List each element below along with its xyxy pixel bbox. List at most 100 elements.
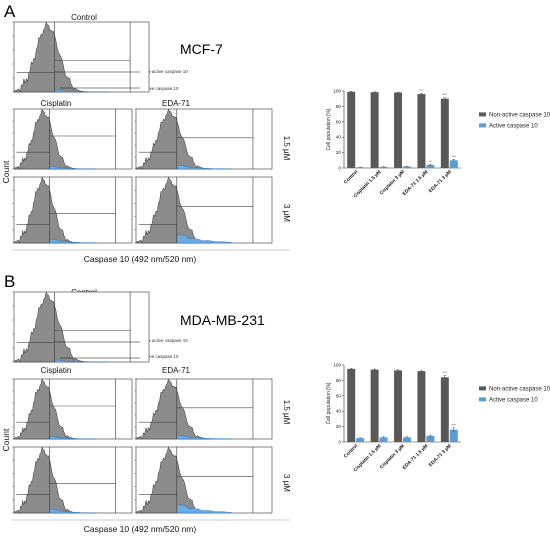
annotation-nonactive: Non-active caspase 10 [142,69,188,74]
y-tick-label: 80 [336,378,342,383]
y-axis-title: Cell population [%] [326,108,332,150]
bar [394,370,402,442]
legend-swatch [479,397,486,402]
cisplatin-label: Cisplatin [41,99,72,108]
bar [449,160,458,168]
active-curve [176,504,232,514]
cell-line-title: MDA-MB-231 [180,312,265,328]
bar [440,98,449,168]
category-label: EDA-71 3 μM [428,169,453,194]
bar-chart: 0 20 40 60 80 100 Cell population [%] Control Ci… [326,89,550,200]
active-curve [49,508,97,514]
bar [356,438,365,442]
active-curve [49,436,97,440]
panel-letter: A [4,2,16,21]
histogram-plot [134,108,273,170]
cell-line-title: MCF-7 [180,41,223,57]
category-label: Cisplatin 3 μM [379,169,406,196]
histogram-plot [12,378,133,440]
category-label: EDA-71 3 μM [428,443,453,468]
significance-label: ** [429,160,432,164]
bar [356,167,365,168]
active-curve [49,238,97,244]
bar [440,377,449,442]
active-curve [176,435,232,440]
bar [347,368,356,442]
histogram-plot [134,176,273,244]
histogram-curve [13,378,80,440]
y-tick-label: 80 [336,104,342,109]
y-tick-label: 100 [333,363,341,368]
bar [403,166,411,168]
bar [449,429,458,442]
bar [379,166,388,168]
significance-label: *** [443,93,448,97]
y-tick-label: 40 [336,409,342,414]
annotation-nonactive: Non-active caspase 10 [142,338,188,343]
histogram-curve [13,291,89,363]
significance-label: *** [443,371,448,375]
histogram-curve [13,21,89,93]
significance-label: *** [452,155,457,159]
histogram-layer [12,21,290,251]
eda71-label: EDA-71 [162,99,191,108]
bar [394,92,402,168]
y-axis-title: Cell population [%] [326,382,332,424]
active-curve [176,165,232,170]
active-curve [49,166,97,170]
legend-label: Non-active caspase 10 [489,112,550,118]
panel-a: A Control MCF-7 Cisplatin EDA-71 1.5 μM … [1,2,550,264]
histogram-curve [135,378,212,440]
y-tick-label: 0 [338,166,341,171]
y-tick-label: 100 [333,89,341,94]
bar [426,164,435,168]
bar [370,369,379,442]
y-axis-label: Count [1,428,11,451]
x-axis-label: Caspase 10 (492 nm/520 nm) [84,524,197,534]
legend-label: Active caspase 10 [489,397,538,403]
category-label: Control [343,443,359,459]
bar [417,371,426,442]
bar [347,91,356,168]
y-tick-label: 60 [336,119,342,124]
significance-label: ** [420,89,423,93]
y-tick-label: 20 [336,424,342,429]
y-tick-label: 60 [336,393,342,398]
dose-label-2: 3 μM [282,204,291,222]
legend-swatch [479,112,486,117]
active-curve [176,234,232,244]
dose-label-1: 1.5 μM [282,136,291,161]
bar [403,437,411,442]
histogram-curve [13,176,80,244]
histogram-curve [135,108,212,170]
y-tick-label: 0 [338,440,341,445]
histogram-curve [13,108,80,170]
legend-label: Active caspase 10 [489,123,538,129]
histogram-plot [134,378,273,440]
panel-b: B Control MDA-MB-231 Cisplatin EDA-71 1.… [1,272,550,534]
histogram-layer [12,291,290,521]
panel-letter: B [4,272,15,291]
bar [379,437,388,442]
active-curve [54,89,109,93]
significance-label: *** [452,423,457,427]
bar [370,92,379,168]
histogram-plot [12,291,150,363]
category-label: Cisplatin 3 μM [379,443,406,470]
histogram-plot [12,446,133,514]
y-tick-label: 20 [336,150,342,155]
y-tick-label: 40 [336,135,342,140]
dose-label-2: 3 μM [282,474,291,492]
bar [417,94,426,168]
histogram-plot [12,21,150,93]
bar [426,435,435,442]
eda71-label: EDA-71 [162,366,191,375]
histogram-plot [12,176,133,244]
annotation-active: Active caspase 10 [142,86,179,91]
category-label: Control [343,169,359,185]
active-curve [54,359,109,363]
histogram-curve [13,446,80,514]
y-axis-label: Count [1,160,11,183]
control-label: Control [71,13,97,22]
